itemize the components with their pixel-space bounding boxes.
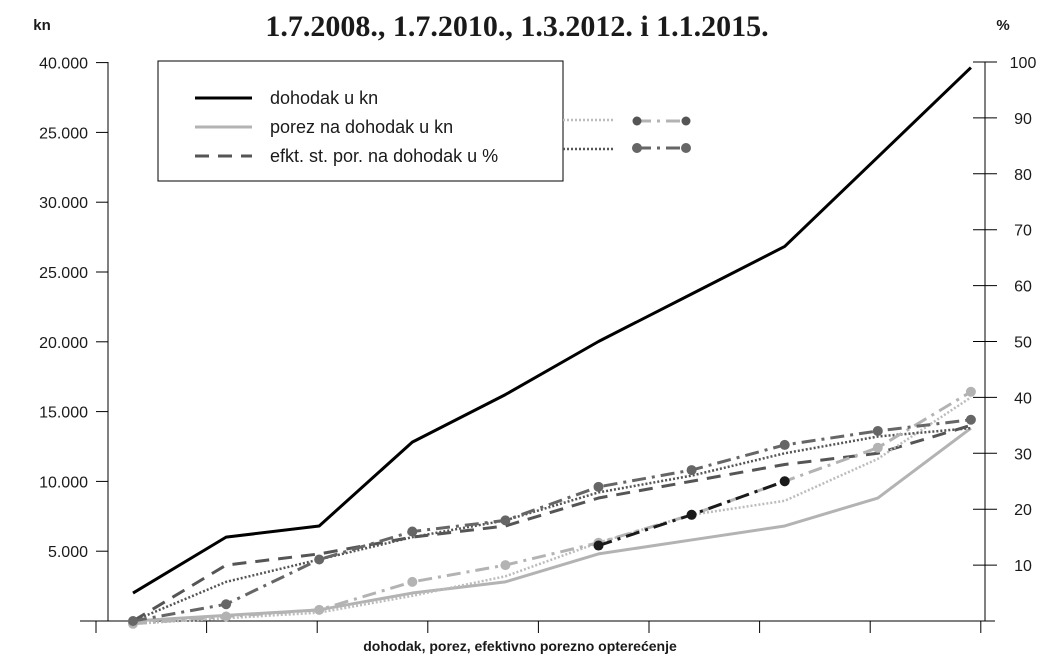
data-point (686, 509, 697, 520)
y-left-tick-label: 5.000 (48, 544, 88, 561)
y-right-tick-label: 80 (1014, 167, 1032, 184)
legend-label-income: dohodak u kn (270, 88, 378, 108)
legend-marker-rate-start (632, 143, 642, 153)
data-point (314, 554, 325, 565)
y-left-tick-label: 30.000 (39, 195, 88, 212)
data-point (779, 439, 790, 450)
data-point (407, 576, 418, 587)
series-line-2 (132, 423, 972, 623)
y-right-tick-label: 30 (1014, 446, 1032, 463)
series-line-1 (132, 426, 972, 623)
data-point (128, 616, 138, 626)
y-left-tick-label: 10.000 (39, 474, 88, 491)
data-point (593, 540, 604, 551)
y-left-tick-label: 25.000 (39, 265, 88, 282)
series-group (128, 66, 976, 629)
y-right-tick-label: 90 (1014, 111, 1032, 128)
y-right-ticks: 10 20 30 40 50 60 70 80 90 100 (973, 55, 1036, 575)
y-left-unit: kn (33, 17, 51, 34)
y-right-tick-label: 20 (1014, 502, 1032, 519)
legend-marker-rate-end (681, 143, 691, 153)
data-point (407, 526, 418, 537)
y-right-tick-label: 70 (1014, 223, 1032, 240)
legend-label-rate: efkt. st. por. na dohodak u % (270, 146, 498, 166)
data-point (221, 599, 232, 610)
y-left-tick-label: 25.000 (39, 125, 88, 142)
legend: dohodak u kn porez na dohodak u kn efkt.… (157, 60, 691, 182)
data-point (500, 560, 511, 571)
legend-box (157, 60, 564, 182)
data-point (500, 515, 511, 526)
y-right-unit: % (996, 17, 1009, 34)
data-point (872, 442, 883, 453)
series-line-0 (132, 66, 972, 595)
data-point (872, 425, 883, 436)
y-right-tick-label: 50 (1014, 335, 1032, 352)
y-left-ticks: 5.000 10.000 15.000 20.000 25.000 30.000 25.00… (39, 56, 108, 561)
data-point (965, 414, 976, 425)
data-point (221, 611, 232, 622)
x-ticks (95, 621, 982, 633)
series-line-3 (132, 396, 972, 626)
series-line-4 (132, 426, 972, 623)
data-point (965, 386, 976, 397)
y-right-tick-label: 60 (1014, 279, 1032, 296)
series-line-5 (132, 390, 972, 626)
data-point (686, 465, 697, 476)
data-point (593, 481, 604, 492)
chart-title: 1.7.2008., 1.7.2010., 1.3.2012. i 1.1.20… (265, 10, 768, 43)
y-left-tick-label: 40.000 (39, 56, 88, 73)
data-point (779, 476, 790, 487)
legend-marker-tax-start (632, 116, 642, 126)
data-point (314, 604, 325, 615)
y-left-tick-label: 20.000 (39, 335, 88, 352)
series-line-6 (132, 418, 972, 623)
legend-label-tax: porez na dohodak u kn (270, 117, 453, 137)
x-axis-label: dohodak, porez, efektivno porezno optere… (363, 638, 677, 654)
legend-marker-tax-end (681, 116, 691, 126)
y-right-tick-label: 40 (1014, 390, 1032, 407)
y-right-tick-label: 100 (1010, 55, 1037, 72)
y-left-tick-label: 15.000 (39, 405, 88, 422)
y-right-tick-label: 10 (1014, 558, 1032, 575)
